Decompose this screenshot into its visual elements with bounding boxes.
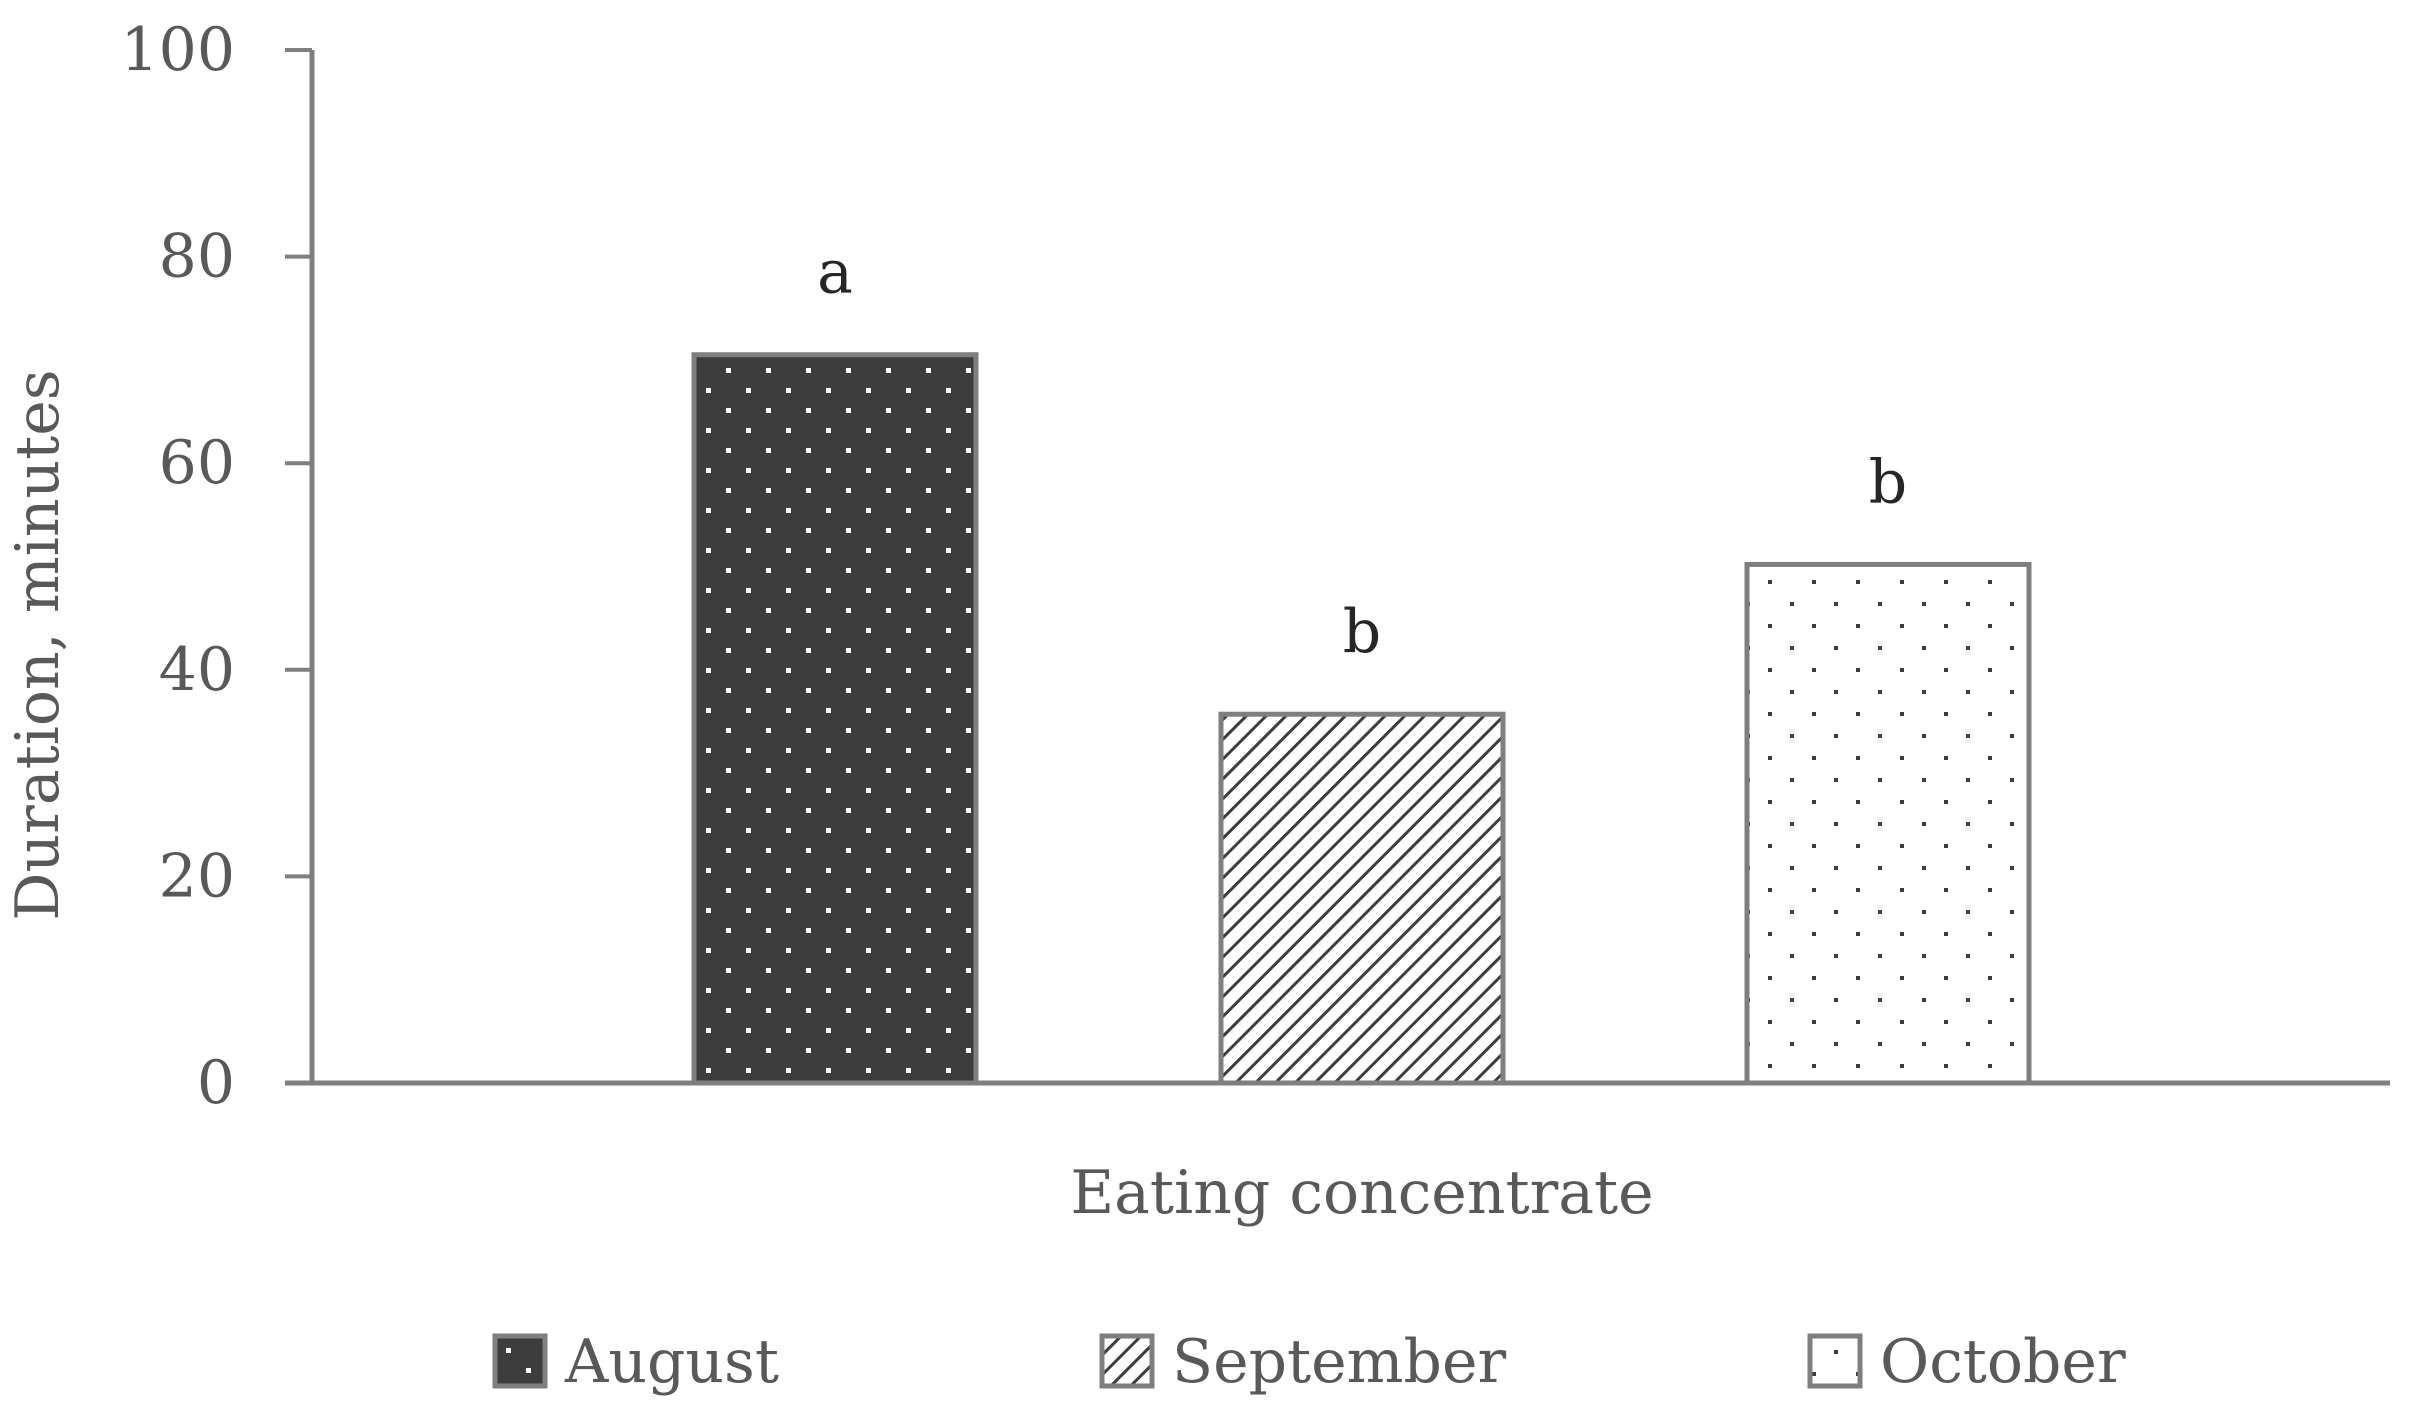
bar-october (1744, 561, 2032, 1086)
legend: August September October (492, 1327, 2126, 1397)
y-tick-label: 80 (159, 222, 235, 292)
bar-september (1218, 711, 1506, 1086)
legend-swatch (1807, 1333, 1863, 1389)
legend-label: September (1172, 1327, 1506, 1397)
legend-item-october: October (1807, 1327, 2126, 1397)
y-tick-label: 20 (159, 841, 235, 911)
bar-august (691, 352, 979, 1086)
legend-swatch (492, 1333, 548, 1389)
y-tick-label: 100 (120, 15, 235, 85)
y-axis-ticks: 0 20 40 60 80 100 (120, 15, 312, 1118)
y-tick-label: 0 (197, 1048, 235, 1118)
significance-label-october: b (1869, 447, 1907, 517)
legend-label: October (1880, 1327, 2126, 1397)
significance-labels: a b b (817, 238, 1907, 667)
bar-series (691, 352, 2032, 1086)
legend-label: August (564, 1327, 779, 1397)
y-axis-title: Duration, minutes (3, 369, 73, 920)
y-tick-label: 40 (159, 635, 235, 705)
legend-item-september: September (1099, 1327, 1506, 1397)
x-axis-title: Eating concentrate (1070, 1158, 1653, 1228)
significance-label-september: b (1343, 597, 1381, 667)
legend-item-august: August (492, 1327, 779, 1397)
legend-swatch (1099, 1333, 1155, 1389)
significance-label-august: a (817, 238, 853, 308)
y-tick-label: 60 (159, 428, 235, 498)
